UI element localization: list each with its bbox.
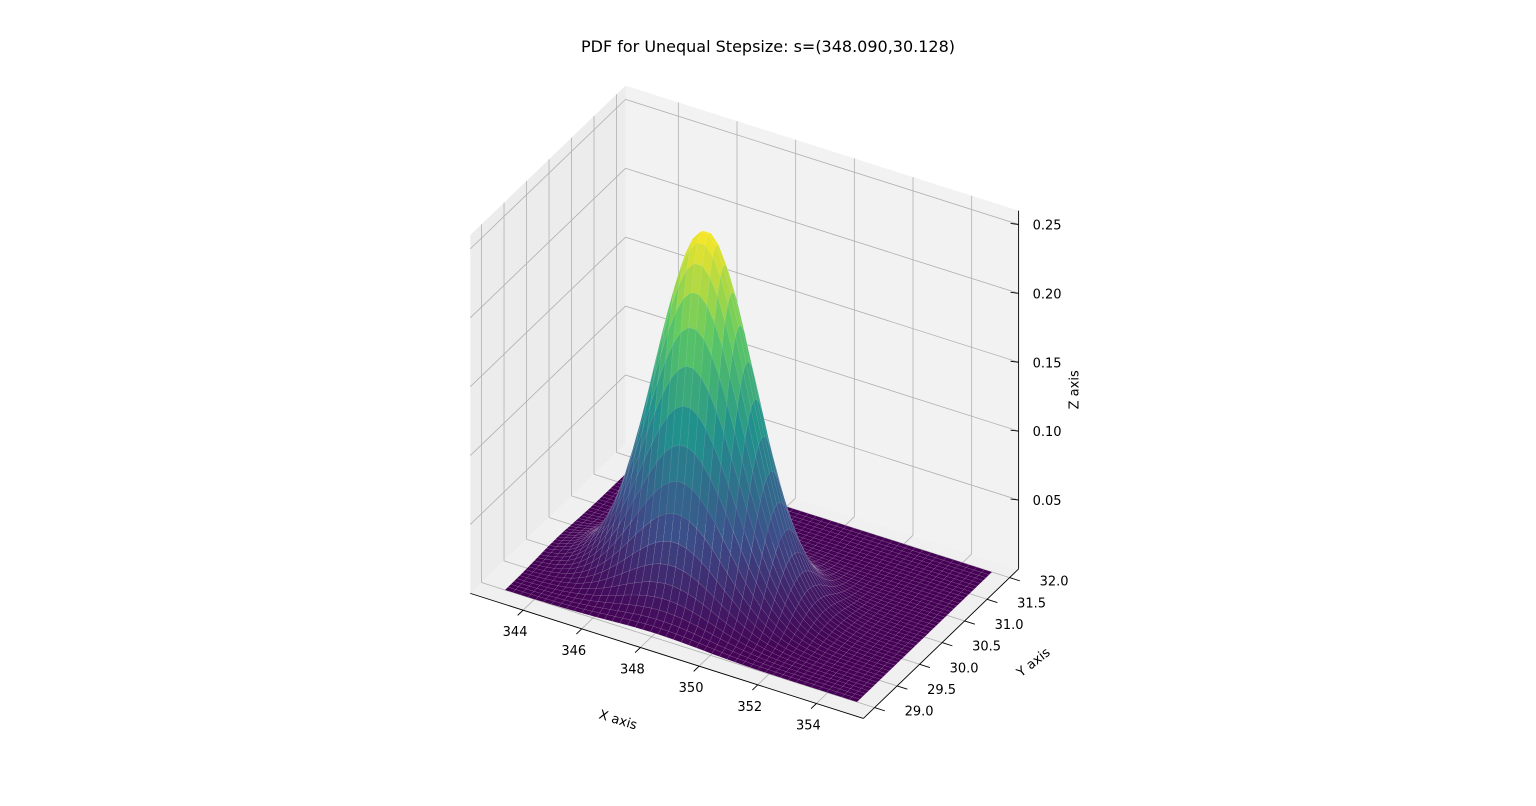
y-axis-line bbox=[863, 568, 1019, 719]
z-tick bbox=[1010, 291, 1019, 294]
x-tick bbox=[517, 609, 524, 616]
z-tick-label: 0.25 bbox=[1033, 218, 1062, 233]
x-tick bbox=[810, 703, 817, 710]
x-tick-label: 344 bbox=[503, 625, 528, 640]
surface-patch bbox=[854, 690, 867, 697]
x-tick-label: 348 bbox=[620, 663, 645, 678]
grid-line-z bbox=[470, 236, 626, 387]
z-tick-label: 0.20 bbox=[1033, 287, 1062, 302]
z-tick bbox=[1010, 360, 1019, 363]
y-tick bbox=[919, 663, 931, 668]
surface-patch bbox=[951, 597, 964, 604]
chart-title: PDF for Unequal Stepsize: s=(348.090,30.… bbox=[580, 37, 956, 56]
x-tick-label: 352 bbox=[737, 700, 762, 715]
grid-line-z bbox=[625, 167, 1019, 294]
y-tick bbox=[986, 598, 998, 603]
y-tick-label: 31.0 bbox=[995, 618, 1024, 633]
z-tick bbox=[1010, 498, 1019, 501]
grid-line-z bbox=[470, 168, 626, 319]
left-pane bbox=[470, 85, 626, 594]
x-tick-label: 354 bbox=[796, 719, 821, 734]
surface-mesh bbox=[504, 230, 993, 703]
x-tick-label: 350 bbox=[679, 681, 704, 696]
x-tick bbox=[693, 665, 700, 672]
surface-patch bbox=[848, 696, 861, 703]
z-axis-label: Z axis bbox=[1068, 370, 1083, 409]
x-tick-label: 346 bbox=[561, 644, 586, 659]
y-tick bbox=[874, 707, 886, 712]
y-tick bbox=[896, 685, 908, 690]
grid-line-z bbox=[625, 99, 1019, 225]
y-tick-label: 29.0 bbox=[905, 705, 934, 720]
y-tick-label: 30.0 bbox=[950, 661, 979, 676]
y-tick bbox=[941, 642, 953, 647]
grid-line-z bbox=[470, 374, 626, 525]
z-tick-label: 0.15 bbox=[1033, 356, 1062, 371]
z-tick-label: 0.05 bbox=[1033, 494, 1062, 509]
z-tick-label: 0.10 bbox=[1033, 425, 1062, 440]
z-tick bbox=[1010, 429, 1019, 432]
grid-line-y bbox=[481, 582, 875, 708]
axis-lines bbox=[470, 210, 1020, 719]
y-tick-label: 32.0 bbox=[1040, 575, 1069, 590]
x-tick bbox=[576, 628, 583, 635]
x-tick bbox=[752, 684, 759, 691]
grid-line-z bbox=[470, 305, 626, 456]
y-tick bbox=[964, 620, 976, 625]
x-tick bbox=[634, 647, 641, 654]
ticks: 344 346 348 350 352 354 29.0 29.5 30.0 30.5 31.0 31… bbox=[503, 218, 1069, 733]
z-tick bbox=[1010, 223, 1019, 225]
y-tick-label: 31.5 bbox=[1017, 596, 1046, 611]
surface-patch bbox=[972, 577, 984, 584]
grid-line-z bbox=[470, 99, 626, 250]
y-tick bbox=[1009, 577, 1021, 582]
y-axis-label: Y axis bbox=[1013, 645, 1053, 681]
x-axis-label: X axis bbox=[597, 708, 639, 734]
y-tick-label: 29.5 bbox=[927, 683, 956, 698]
surface-patch bbox=[922, 625, 934, 632]
y-tick-label: 30.5 bbox=[972, 640, 1001, 655]
x-axis-line bbox=[470, 592, 864, 719]
